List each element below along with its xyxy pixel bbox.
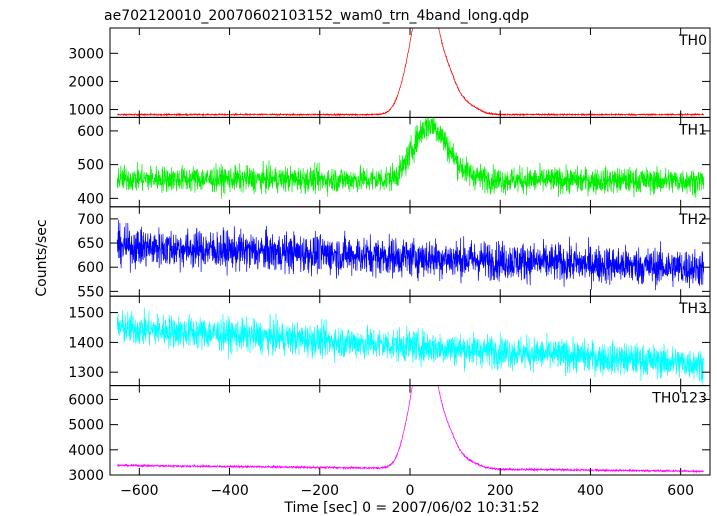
- panel-label-th0: TH0: [678, 33, 707, 49]
- x-tick-label: −200: [301, 483, 339, 499]
- y-tick-label: 500: [77, 158, 104, 174]
- y-tick-label: 1500: [68, 306, 104, 322]
- panel-th0123: 3000 4000 5000 6000 TH0123: [68, 385, 711, 484]
- x-tick-label: −600: [120, 483, 158, 499]
- y-tick-label: 650: [77, 236, 104, 252]
- x-tick-label: 0: [406, 483, 415, 499]
- x-tick-label: 200: [487, 483, 514, 499]
- x-axis: −600 −400 −200 0 200 400 600: [120, 483, 694, 499]
- y-tick-label: 550: [77, 284, 104, 300]
- panels: 1000 2000 3000 TH0 400 500 600 TH1 550 600 650 700 T…: [68, 27, 711, 484]
- y-tick-label: 5000: [68, 418, 104, 434]
- y-tick-label: 6000: [68, 392, 104, 408]
- y-tick-label: 4000: [68, 443, 104, 459]
- x-tick-label: 600: [667, 483, 694, 499]
- series-line-th3: [116, 307, 705, 386]
- y-tick-label: 700: [77, 212, 104, 228]
- series-line-th2: [116, 219, 705, 291]
- chart-title: ae702120010_20070602103152_wam0_trn_4ban…: [104, 8, 529, 24]
- y-tick-label: 1400: [68, 335, 104, 351]
- panel-th1: 400 500 600 TH1: [77, 116, 711, 208]
- y-tick-label: 400: [77, 191, 104, 207]
- panel-label-th1: TH1: [678, 122, 707, 138]
- y-tick-label: 1300: [68, 365, 104, 381]
- y-tick-label: 3000: [68, 468, 104, 484]
- y-tick-label: 600: [77, 260, 104, 276]
- y-axis-label: Counts/sec: [34, 219, 50, 296]
- x-axis-label: Time [sec] 0 = 2007/06/02 10:31:52: [283, 500, 539, 516]
- y-tick-label: 3000: [68, 46, 104, 62]
- series-line-th0123: [116, 385, 704, 474]
- series-line-th1: [116, 117, 705, 199]
- y-tick-label: 1000: [68, 103, 104, 119]
- panel-frame: [109, 116, 711, 208]
- panel-label-th0123: TH0123: [651, 391, 707, 407]
- x-tick-label: 400: [577, 483, 604, 499]
- panel-label-th2: TH2: [678, 212, 707, 228]
- panel-label-th3: TH3: [678, 301, 707, 317]
- series-line-th0: [117, 28, 705, 117]
- y-tick-label: 2000: [68, 74, 104, 90]
- x-tick-label: −400: [210, 483, 248, 499]
- y-tick-label: 600: [77, 124, 104, 140]
- panel-th3: 1300 1400 1500 TH3: [68, 295, 711, 387]
- panel-th2: 550 600 650 700 TH2: [77, 206, 711, 300]
